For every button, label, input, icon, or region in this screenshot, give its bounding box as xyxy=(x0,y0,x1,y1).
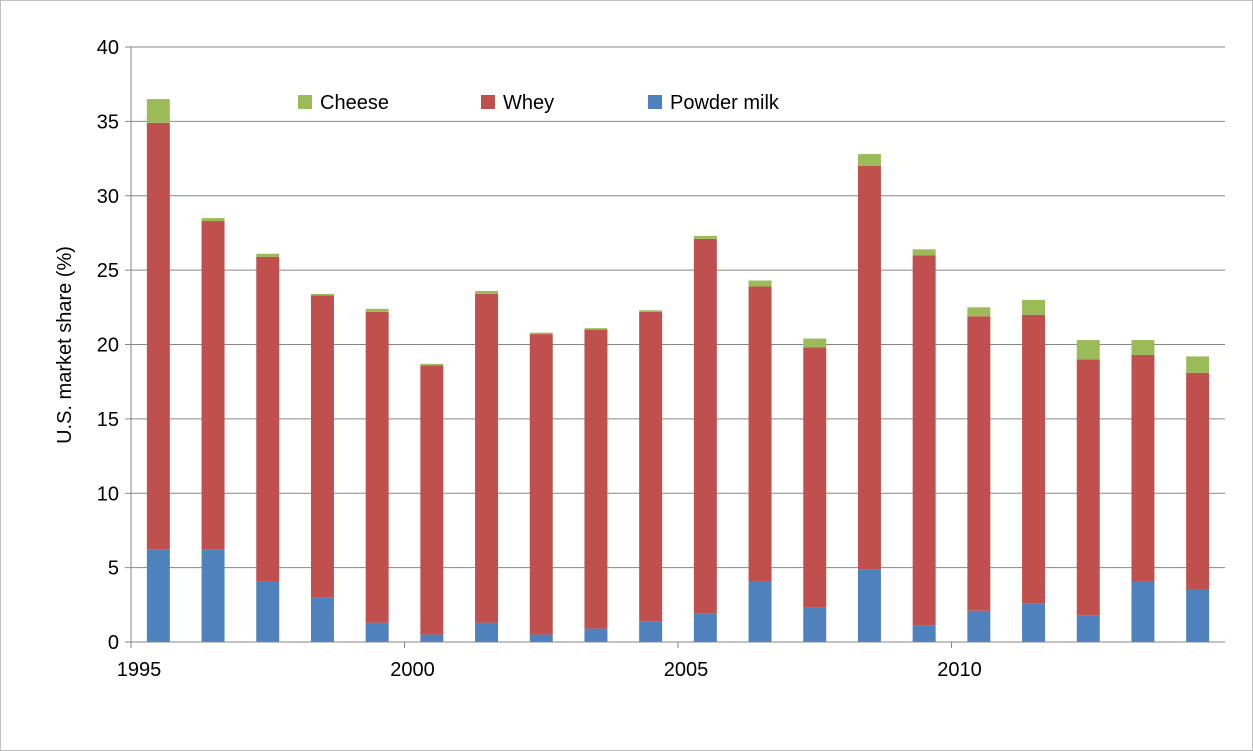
bar-segment-powder-milk xyxy=(693,613,717,642)
legend-label: Powder milk xyxy=(670,92,780,114)
bar-segment-powder-milk xyxy=(310,597,334,642)
bar-segment-cheese xyxy=(1022,299,1046,315)
bar-segment-powder-milk xyxy=(1186,589,1210,642)
y-tick-label: 20 xyxy=(97,335,119,357)
bar-segment-powder-milk xyxy=(967,610,991,642)
bar-segment-whey xyxy=(310,295,334,598)
bar-segment-powder-milk xyxy=(1131,581,1155,642)
legend-swatch xyxy=(298,95,312,109)
bar-segment-powder-milk xyxy=(475,622,499,642)
bar-segment-whey xyxy=(529,334,553,635)
bar-segment-powder-milk xyxy=(803,607,827,642)
bar-segment-cheese xyxy=(748,280,772,287)
bar-segment-powder-milk xyxy=(1022,603,1046,642)
bar-segment-cheese xyxy=(639,310,663,312)
bar-segment-powder-milk xyxy=(1076,615,1100,642)
y-tick-label: 35 xyxy=(97,111,119,133)
bar-segment-whey xyxy=(1186,372,1210,590)
bar-segment-whey xyxy=(967,316,991,611)
bar-segment-powder-milk xyxy=(857,569,881,642)
bar-segment-whey xyxy=(857,166,881,570)
bar-segment-cheese xyxy=(420,363,444,366)
x-tick-label: 1995 xyxy=(117,659,162,681)
bar-segment-whey xyxy=(420,365,444,635)
bar-segment-cheese xyxy=(146,99,170,123)
y-axis-label: U.S. market share (%) xyxy=(54,246,76,444)
bar-segment-cheese xyxy=(256,253,280,257)
bar-segment-powder-milk xyxy=(639,621,663,642)
bars xyxy=(146,99,1210,642)
legend-label: Cheese xyxy=(320,92,389,114)
bar-segment-whey xyxy=(201,221,225,550)
y-tick-label: 0 xyxy=(108,632,119,654)
bar-segment-whey xyxy=(256,256,280,582)
bar-segment-cheese xyxy=(803,338,827,348)
y-tick-label: 40 xyxy=(97,37,119,59)
bar-segment-whey xyxy=(693,238,717,614)
bar-segment-cheese xyxy=(365,308,389,312)
bar-segment-whey xyxy=(748,286,772,582)
y-tick-label: 25 xyxy=(97,260,119,282)
tick-labels: 0 5 10 15 20 25 30 35 40 1995 2000 2005 2010 xyxy=(97,37,982,681)
bar-segment-whey xyxy=(475,293,499,623)
bar-segment-cheese xyxy=(912,249,936,256)
bar-segment-cheese xyxy=(1076,340,1100,360)
bar-segment-cheese xyxy=(693,235,717,239)
bar-segment-powder-milk xyxy=(420,634,444,642)
bar-segment-whey xyxy=(1022,314,1046,604)
bar-segment-powder-milk xyxy=(748,581,772,642)
legend-swatch xyxy=(648,95,662,109)
y-tick-label: 30 xyxy=(97,186,119,208)
bar-segment-powder-milk xyxy=(584,628,608,642)
bar-segment-whey xyxy=(1131,354,1155,582)
y-tick-label: 5 xyxy=(108,558,119,580)
bar-segment-cheese xyxy=(584,328,608,330)
bar-segment-cheese xyxy=(857,154,881,166)
x-tick-label: 2000 xyxy=(390,659,435,681)
bar-segment-cheese xyxy=(1131,340,1155,355)
bar-segment-powder-milk xyxy=(365,622,389,642)
x-tick-label: 2010 xyxy=(937,659,982,681)
bar-segment-powder-milk xyxy=(529,634,553,642)
bar-segment-powder-milk xyxy=(912,625,936,642)
bar-segment-whey xyxy=(146,122,170,550)
bar-segment-cheese xyxy=(475,290,499,294)
bar-segment-powder-milk xyxy=(256,581,280,642)
bar-segment-whey xyxy=(365,311,389,623)
legend: Cheese Whey Powder milk xyxy=(298,92,780,114)
legend-swatch xyxy=(481,95,495,109)
bar-segment-cheese xyxy=(1186,356,1210,373)
bar-segment-whey xyxy=(639,311,663,622)
bar-segment-whey xyxy=(912,255,936,626)
bar-segment-cheese xyxy=(201,218,225,222)
bar-segment-cheese xyxy=(529,332,553,335)
bar-segment-cheese xyxy=(967,307,991,317)
bar-segment-powder-milk xyxy=(201,549,225,642)
bar-segment-whey xyxy=(1076,359,1100,616)
gridlines xyxy=(131,46,1225,569)
axes xyxy=(125,46,1225,648)
x-tick-label: 2005 xyxy=(664,659,709,681)
bar-segment-whey xyxy=(584,329,608,629)
bar-segment-powder-milk xyxy=(146,549,170,642)
y-tick-label: 10 xyxy=(97,483,119,505)
bar-segment-whey xyxy=(803,347,827,608)
legend-label: Whey xyxy=(503,92,554,114)
y-tick-label: 15 xyxy=(97,409,119,431)
bar-segment-cheese xyxy=(310,293,334,296)
